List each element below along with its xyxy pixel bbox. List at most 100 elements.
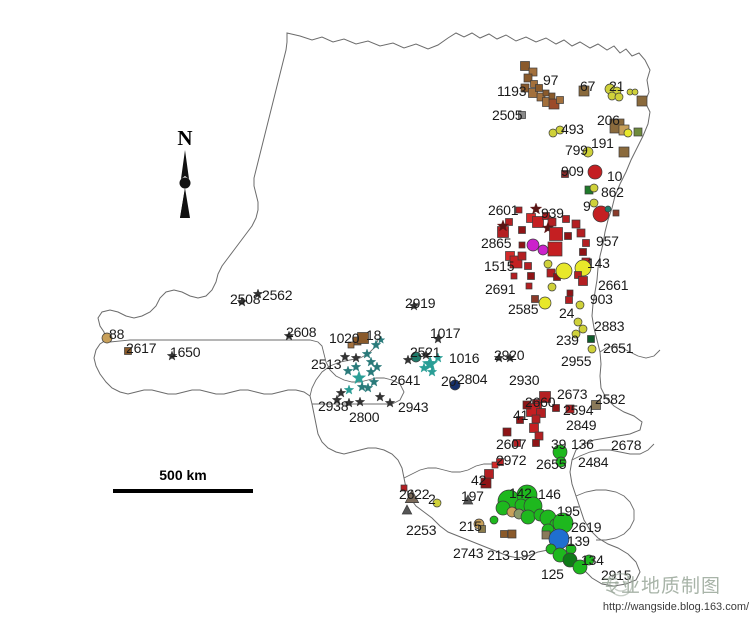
deposit-marker[interactable] [555,262,573,280]
deposit-marker[interactable] [374,391,386,402]
deposit-marker[interactable] [507,529,517,539]
deposit-marker[interactable] [565,296,573,304]
deposit-marker[interactable] [618,146,630,158]
deposit-marker[interactable] [124,347,132,355]
deposit-marker[interactable] [561,170,569,178]
deposit-marker[interactable] [576,228,586,238]
deposit-marker[interactable] [400,484,408,492]
deposit-marker[interactable] [552,404,560,412]
deposit-marker[interactable] [575,300,585,310]
deposit-marker[interactable] [491,461,499,469]
deposit-marker[interactable] [614,92,624,102]
deposit-marker[interactable] [361,348,373,359]
deposit-marker[interactable] [516,416,524,424]
deposit-marker[interactable] [528,67,538,77]
deposit-marker[interactable] [523,73,533,83]
deposit-marker[interactable] [548,92,556,100]
deposit-marker[interactable] [531,414,541,424]
deposit-marker[interactable] [537,244,549,256]
deposit-marker[interactable] [536,92,546,102]
deposit-marker[interactable] [342,365,354,376]
deposit-marker[interactable] [418,362,430,373]
deposit-marker[interactable] [365,356,377,367]
deposit-marker[interactable] [343,384,355,395]
deposit-marker[interactable] [408,300,420,311]
deposit-marker[interactable] [384,397,396,408]
deposit-marker[interactable] [529,202,543,215]
deposit-marker[interactable] [368,376,380,387]
deposit-marker[interactable] [513,439,521,447]
deposit-marker[interactable] [480,477,492,489]
deposit-marker[interactable] [578,324,588,334]
deposit-marker[interactable] [547,241,563,257]
deposit-marker[interactable] [578,276,588,286]
deposit-marker[interactable] [547,282,557,292]
deposit-marker[interactable] [573,317,583,327]
deposit-marker[interactable] [549,227,563,241]
deposit-marker[interactable] [562,215,570,223]
deposit-marker[interactable] [631,88,639,96]
deposit-marker[interactable] [566,289,574,297]
deposit-marker[interactable] [343,397,355,408]
deposit-marker[interactable] [331,394,343,405]
deposit-marker[interactable] [504,352,516,363]
deposit-marker[interactable] [410,351,422,363]
deposit-marker[interactable] [612,209,620,217]
deposit-marker[interactable] [401,504,413,515]
deposit-marker[interactable] [339,351,351,362]
deposit-marker[interactable] [520,61,530,71]
deposit-marker[interactable] [555,456,567,468]
deposit-marker[interactable] [496,219,510,232]
deposit-marker[interactable] [529,423,539,433]
deposit-marker[interactable] [101,332,113,344]
deposit-marker[interactable] [420,349,432,360]
deposit-marker[interactable] [541,221,555,234]
deposit-marker[interactable] [564,232,572,240]
deposit-marker[interactable] [532,216,544,228]
deposit-marker[interactable] [515,206,523,214]
deposit-marker[interactable] [543,259,553,269]
deposit-marker[interactable] [578,85,590,97]
deposit-marker[interactable] [493,352,505,363]
deposit-marker[interactable] [571,329,581,339]
deposit-marker[interactable] [166,350,178,361]
deposit-marker[interactable] [347,341,355,349]
deposit-marker[interactable] [404,489,420,503]
deposit-marker[interactable] [236,296,248,307]
deposit-marker[interactable] [555,125,565,135]
deposit-marker[interactable] [579,248,587,256]
deposit-marker[interactable] [604,205,612,213]
deposit-marker[interactable] [489,515,499,525]
deposit-marker[interactable] [502,427,512,437]
deposit-marker[interactable] [510,272,518,280]
deposit-marker[interactable] [589,183,599,193]
deposit-marker[interactable] [462,494,474,505]
deposit-marker[interactable] [587,164,603,180]
deposit-marker[interactable] [351,370,367,385]
deposit-marker[interactable] [587,335,595,343]
deposit-marker[interactable] [522,400,532,410]
deposit-marker[interactable] [582,146,594,158]
deposit-marker[interactable] [354,396,366,407]
deposit-marker[interactable] [520,509,536,525]
deposit-marker[interactable] [376,335,386,344]
deposit-marker[interactable] [591,400,601,410]
deposit-marker[interactable] [356,381,368,392]
deposit-marker[interactable] [623,128,633,138]
deposit-marker[interactable] [531,295,539,303]
deposit-marker[interactable] [350,361,362,372]
deposit-marker[interactable] [534,431,544,441]
deposit-marker[interactable] [546,268,556,278]
deposit-marker[interactable] [524,262,532,270]
deposit-marker[interactable] [402,354,414,365]
deposit-marker[interactable] [535,84,543,92]
deposit-marker[interactable] [518,226,526,234]
deposit-marker[interactable] [574,271,582,279]
deposit-marker[interactable] [589,198,599,208]
deposit-marker[interactable] [572,559,588,575]
deposit-marker[interactable] [571,219,581,229]
deposit-marker[interactable] [335,387,347,398]
deposit-marker[interactable] [357,332,369,344]
deposit-marker[interactable] [527,272,535,280]
deposit-marker[interactable] [252,288,264,299]
